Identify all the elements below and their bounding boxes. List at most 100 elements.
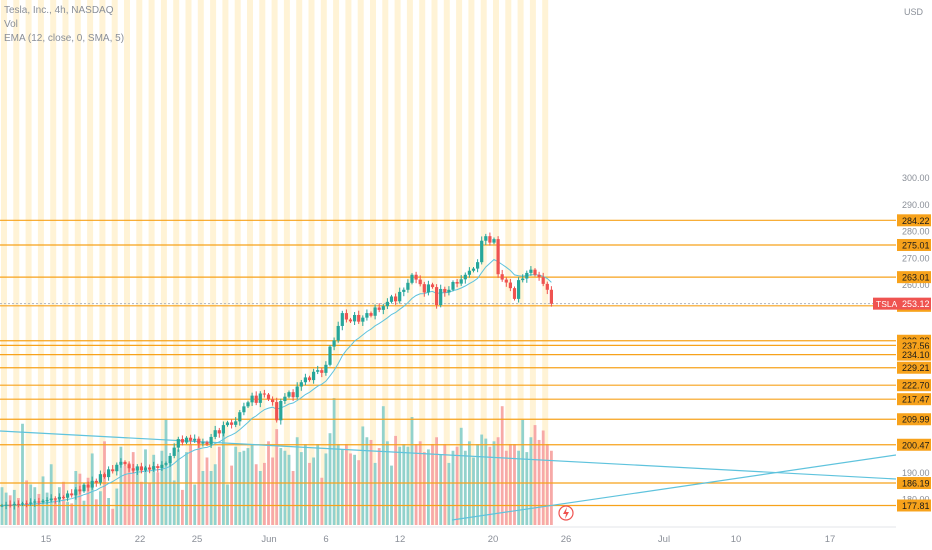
candle[interactable] [389, 294, 394, 304]
candle[interactable] [299, 379, 303, 391]
level-price-tag[interactable] [897, 477, 931, 490]
level-price-tag[interactable] [897, 348, 931, 361]
candle[interactable] [258, 391, 262, 408]
candle[interactable] [180, 435, 184, 446]
candle[interactable] [291, 389, 295, 401]
candle[interactable] [283, 393, 287, 404]
candle[interactable] [447, 286, 451, 296]
candle[interactable] [189, 434, 193, 445]
candle[interactable] [336, 321, 340, 343]
candle[interactable] [402, 287, 406, 297]
candle[interactable] [398, 287, 402, 304]
candle[interactable] [451, 280, 455, 292]
candle[interactable] [377, 303, 381, 313]
candle[interactable] [517, 277, 521, 303]
candle[interactable] [94, 478, 98, 487]
candle[interactable] [131, 463, 135, 473]
candle[interactable] [418, 275, 422, 287]
candle[interactable] [184, 436, 189, 445]
candle[interactable] [508, 278, 512, 292]
level-price-tag[interactable] [897, 339, 931, 352]
candle[interactable] [279, 398, 283, 425]
candle[interactable] [25, 500, 29, 508]
candle[interactable] [4, 501, 8, 510]
candle[interactable] [357, 310, 361, 324]
level-price-tag[interactable] [897, 413, 931, 426]
candle[interactable] [422, 281, 426, 297]
candle[interactable] [86, 481, 90, 492]
candle[interactable] [471, 266, 476, 273]
candle[interactable] [221, 421, 225, 437]
candle[interactable] [0, 503, 4, 508]
candle[interactable] [414, 271, 418, 284]
candle[interactable] [307, 375, 312, 382]
candle[interactable] [480, 236, 484, 265]
candle[interactable] [135, 464, 139, 475]
candle[interactable] [287, 390, 291, 399]
candle[interactable] [373, 304, 377, 320]
candle[interactable] [37, 497, 41, 506]
level-price-tag[interactable] [897, 438, 931, 451]
candle[interactable] [537, 271, 541, 281]
ema-indicator-label[interactable]: EMA (12, close, 0, SMA, 5) [4, 33, 125, 44]
candle[interactable] [41, 499, 45, 504]
candle[interactable] [82, 483, 86, 493]
candle[interactable] [66, 490, 70, 502]
candle[interactable] [381, 303, 385, 315]
candle[interactable] [246, 400, 250, 408]
candle[interactable] [512, 286, 517, 301]
candle[interactable] [238, 409, 242, 426]
candle[interactable] [16, 500, 20, 508]
candle[interactable] [332, 337, 336, 351]
candle[interactable] [49, 494, 53, 503]
candle[interactable] [533, 268, 537, 277]
level-price-tag[interactable] [897, 271, 931, 284]
level-price-tag[interactable] [897, 361, 931, 374]
candle[interactable] [172, 443, 176, 459]
candle[interactable] [426, 280, 430, 296]
candle[interactable] [20, 501, 25, 507]
candle[interactable] [70, 489, 74, 498]
candle[interactable] [61, 495, 66, 500]
candle[interactable] [463, 272, 467, 284]
candle[interactable] [242, 402, 246, 416]
candle[interactable] [148, 464, 152, 474]
candle[interactable] [295, 382, 299, 400]
candle[interactable] [197, 436, 201, 448]
candle[interactable] [430, 282, 435, 289]
candle[interactable] [361, 315, 365, 326]
candle[interactable] [53, 496, 57, 504]
candle[interactable] [139, 462, 143, 474]
level-price-tag[interactable] [897, 379, 931, 392]
candle[interactable] [213, 425, 217, 440]
candle[interactable] [143, 465, 148, 473]
candle[interactable] [504, 277, 508, 287]
level-price-tag[interactable] [897, 214, 931, 227]
candle[interactable] [496, 236, 500, 278]
candle[interactable] [353, 312, 357, 326]
level-price-tag[interactable] [897, 499, 931, 512]
candle[interactable] [410, 273, 414, 285]
volume-indicator-label[interactable]: Vol [4, 19, 18, 30]
candle[interactable] [484, 233, 488, 246]
candle[interactable] [328, 344, 332, 367]
candle[interactable] [312, 368, 316, 384]
candle[interactable] [320, 367, 324, 378]
candle[interactable] [102, 472, 107, 479]
candle[interactable] [488, 232, 492, 246]
candle[interactable] [78, 485, 82, 495]
candle[interactable] [111, 465, 115, 474]
candle[interactable] [455, 279, 459, 288]
candle[interactable] [209, 433, 213, 449]
candle[interactable] [348, 317, 353, 324]
candle[interactable] [119, 458, 123, 468]
candle[interactable] [340, 310, 344, 331]
candle[interactable] [439, 284, 443, 308]
candle[interactable] [234, 417, 238, 428]
candle[interactable] [225, 420, 230, 427]
candle[interactable] [271, 396, 275, 406]
candle[interactable] [127, 461, 131, 472]
candle[interactable] [201, 438, 205, 447]
candle[interactable] [529, 266, 533, 276]
